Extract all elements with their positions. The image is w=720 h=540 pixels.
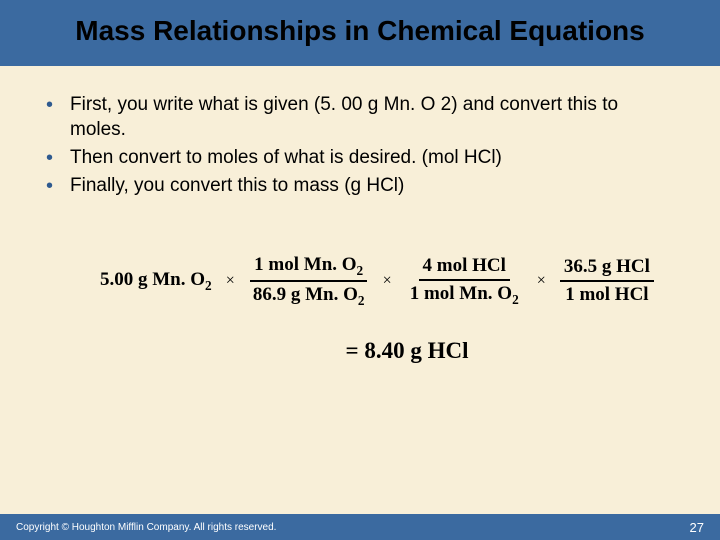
equation-lead: 5.00 g Mn. O2 xyxy=(100,269,212,294)
frac-den-sub: 2 xyxy=(512,292,519,307)
bullet-item: First, you write what is given (5. 00 g … xyxy=(70,92,678,143)
title-band: Mass Relationships in Chemical Equations xyxy=(0,0,720,66)
equation-result: = 8.40 g HCl xyxy=(100,338,654,364)
footer-bar: Copyright © Houghton Mifflin Company. Al… xyxy=(0,514,720,540)
slide-title: Mass Relationships in Chemical Equations xyxy=(75,15,644,46)
bullet-text: Then convert to moles of what is desired… xyxy=(70,147,502,168)
frac-num: 1 mol Mn. O xyxy=(254,254,356,275)
bullet-item: Finally, you convert this to mass (g HCl… xyxy=(70,173,678,199)
frac-den-sub: 2 xyxy=(358,293,365,308)
fraction-2: 4 mol HCl 1 mol Mn. O2 xyxy=(406,255,523,307)
times-icon: × xyxy=(535,272,548,290)
equation-row: 5.00 g Mn. O2 × 1 mol Mn. O2 86.9 g Mn. … xyxy=(100,254,654,308)
frac-num: 36.5 g HCl xyxy=(564,256,650,277)
bullet-item: Then convert to moles of what is desired… xyxy=(70,145,678,171)
frac-den: 86.9 g Mn. O xyxy=(253,284,358,305)
times-icon: × xyxy=(381,272,394,290)
frac-num: 4 mol HCl xyxy=(423,255,506,276)
times-icon: × xyxy=(224,272,237,290)
frac-den: 1 mol Mn. O xyxy=(410,283,512,304)
bullet-text: Finally, you convert this to mass (g HCl… xyxy=(70,175,404,196)
bullet-list: First, you write what is given (5. 00 g … xyxy=(70,92,678,199)
bullet-text: First, you write what is given (5. 00 g … xyxy=(70,94,618,141)
content-area: First, you write what is given (5. 00 g … xyxy=(0,66,720,365)
frac-num-sub: 2 xyxy=(357,263,364,278)
fraction-1: 1 mol Mn. O2 86.9 g Mn. O2 xyxy=(249,254,369,308)
lead-sub: 2 xyxy=(205,278,212,293)
fraction-3: 36.5 g HCl 1 mol HCl xyxy=(560,256,654,306)
frac-den: 1 mol HCl xyxy=(565,284,648,305)
copyright-text: Copyright © Houghton Mifflin Company. Al… xyxy=(16,522,276,533)
lead-text: 5.00 g Mn. O xyxy=(100,269,205,290)
page-number: 27 xyxy=(690,520,704,535)
equation-block: 5.00 g Mn. O2 × 1 mol Mn. O2 86.9 g Mn. … xyxy=(70,254,678,364)
